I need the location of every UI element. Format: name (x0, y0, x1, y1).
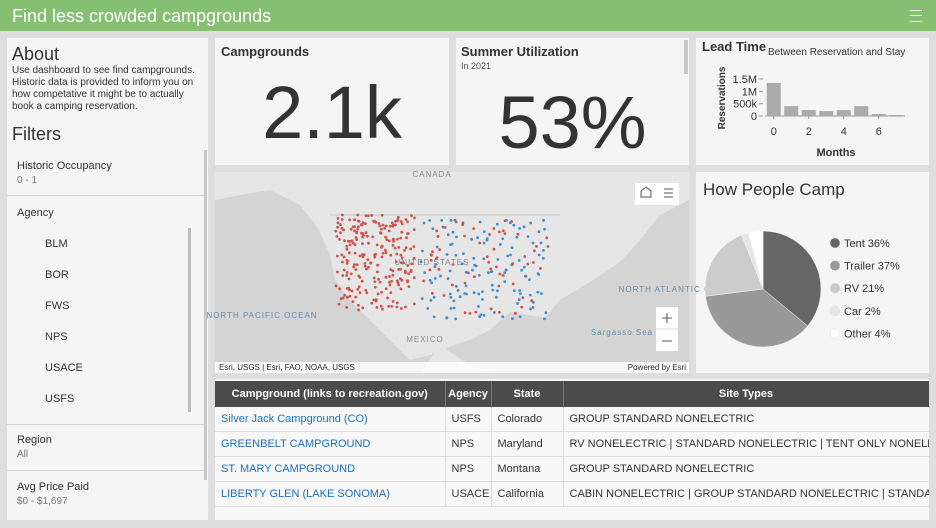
filter-value[interactable]: All (17, 449, 29, 460)
table-cell: USACE (445, 481, 492, 507)
table-cell: Colorado (491, 407, 564, 432)
sidebar: About Use dashboard to see find campgrou… (7, 38, 208, 520)
campground-link[interactable]: ST. MARY CAMPGROUND (215, 456, 446, 482)
indicator-title: Campgrounds (221, 44, 310, 59)
pie-panel (696, 172, 929, 373)
campground-table: Campground (links to recreation.gov) Agen… (215, 381, 929, 507)
filter-option[interactable]: BLM (45, 238, 68, 250)
table-cell: CABIN NONELECTRIC | GROUP STANDARD NONEL… (563, 481, 929, 507)
header-bar: Find less crowded campgrounds (0, 0, 936, 31)
table-body: Silver Jack Campground (CO) USFS Colorado G… (215, 407, 929, 507)
filter-label: Region (17, 434, 52, 446)
map-panel (215, 172, 689, 373)
filter-option[interactable]: USACE (45, 362, 83, 374)
separator (7, 195, 204, 196)
about-text: Use dashboard to see find campgrounds. H… (12, 65, 195, 112)
scrollbar[interactable] (204, 150, 207, 480)
table-row: LIBERTY GLEN (LAKE SONOMA) USACE Californi… (215, 481, 929, 507)
table-cell: RV NONELECTRIC | STANDARD NONELECTRIC | … (563, 431, 929, 457)
table-cell: NPS (445, 431, 492, 457)
indicator-utilization: Summer Utilization In 2021 53% (456, 38, 689, 165)
indicator-value: 53% (498, 81, 647, 164)
filter-label: Avg Price Paid (17, 481, 89, 493)
table-cell: GROUP STANDARD NONELECTRIC (563, 407, 929, 432)
campground-link[interactable]: Silver Jack Campground (CO) (215, 407, 446, 432)
column-header[interactable]: State (491, 381, 564, 407)
filter-list: Historic Occupancy 0 - 1 Agency BLM BOR FW… (7, 150, 204, 520)
table-cell: Maryland (491, 431, 564, 457)
indicator-subtitle: In 2021 (461, 61, 492, 71)
filter-value[interactable]: $0 - $1,697 (17, 496, 68, 507)
separator (7, 470, 204, 471)
table-row: ST. MARY CAMPGROUND NPS Montana GROUP STAND… (215, 456, 929, 482)
indicator-title: Summer Utilization (461, 44, 579, 59)
lead-time-panel (696, 38, 929, 165)
filter-label: Agency (17, 207, 54, 219)
table-header: Campground (links to recreation.gov) Agen… (215, 381, 929, 407)
table-cell: Montana (491, 456, 564, 482)
indicator-campgrounds: Campgrounds 2.1k (215, 38, 449, 165)
filters-title: Filters (12, 124, 61, 144)
filter-option[interactable]: BOR (45, 269, 69, 281)
page-title: Find less crowded campgrounds (12, 6, 272, 26)
table-cell: NPS (445, 456, 492, 482)
filter-option[interactable]: NPS (45, 331, 68, 343)
menu-button[interactable] (910, 10, 922, 22)
scrollbar[interactable] (684, 40, 688, 74)
indicator-value: 2.1k (262, 71, 402, 154)
separator (7, 424, 204, 425)
filter-option[interactable]: FWS (45, 300, 70, 312)
table-row: GREENBELT CAMPGROUND NPS Maryland RV NONELE… (215, 431, 929, 457)
about-title: About (12, 44, 60, 64)
filter-label: Historic Occupancy (17, 160, 112, 172)
table-cell: California (491, 481, 564, 507)
column-header[interactable]: Agency (445, 381, 492, 407)
table-cell: USFS (445, 407, 492, 432)
filter-option[interactable]: USFS (45, 393, 75, 405)
campground-link[interactable]: LIBERTY GLEN (LAKE SONOMA) (215, 481, 446, 507)
campground-link[interactable]: GREENBELT CAMPGROUND (215, 431, 446, 457)
table-row: Silver Jack Campground (CO) USFS Colorado G… (215, 407, 929, 432)
filter-value[interactable]: 0 - 1 (17, 175, 38, 186)
column-header[interactable]: Campground (links to recreation.gov) (215, 381, 446, 407)
column-header[interactable]: Site Types (563, 381, 929, 407)
table-cell: GROUP STANDARD NONELECTRIC (563, 456, 929, 482)
table-panel: Campground (links to recreation.gov) Agen… (215, 379, 929, 520)
scrollbar[interactable] (188, 228, 191, 412)
